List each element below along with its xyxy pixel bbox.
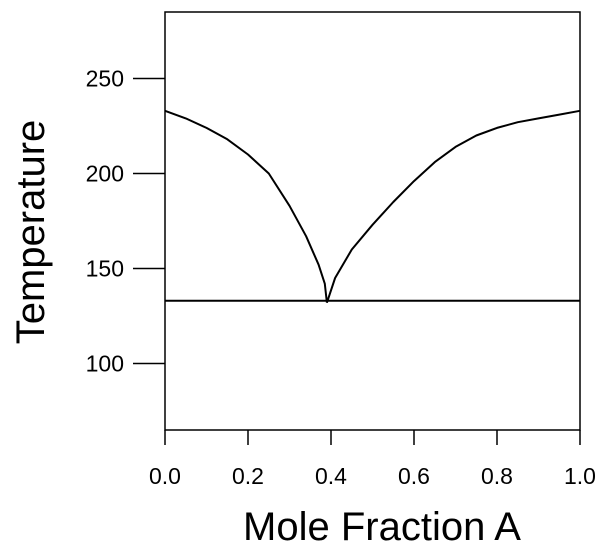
y-tick-label: 100	[86, 351, 124, 377]
x-tick-label: 0.2	[232, 463, 264, 489]
series-layer	[164, 109, 581, 304]
x-axis-title: Mole Fraction A	[243, 505, 521, 549]
plot-frame	[164, 11, 581, 431]
series-line-1	[164, 109, 328, 303]
y-axis-ticks: 100 150 200 250	[86, 66, 165, 377]
x-tick-label: 1.0	[564, 463, 596, 489]
x-tick-label: 0.6	[398, 463, 430, 489]
y-tick-label: 150	[86, 256, 124, 282]
x-tick-label: 0.8	[481, 463, 513, 489]
y-tick-label: 200	[86, 161, 124, 187]
series-line-2	[325, 109, 581, 304]
x-tick-label: 0.4	[315, 463, 347, 489]
y-tick-label: 250	[86, 66, 124, 92]
x-axis-ticks: 0.0 0.2 0.4 0.6 0.8 1.0	[149, 430, 596, 489]
y-axis-title: Temperature	[9, 120, 53, 345]
x-tick-label: 0.0	[149, 463, 181, 489]
